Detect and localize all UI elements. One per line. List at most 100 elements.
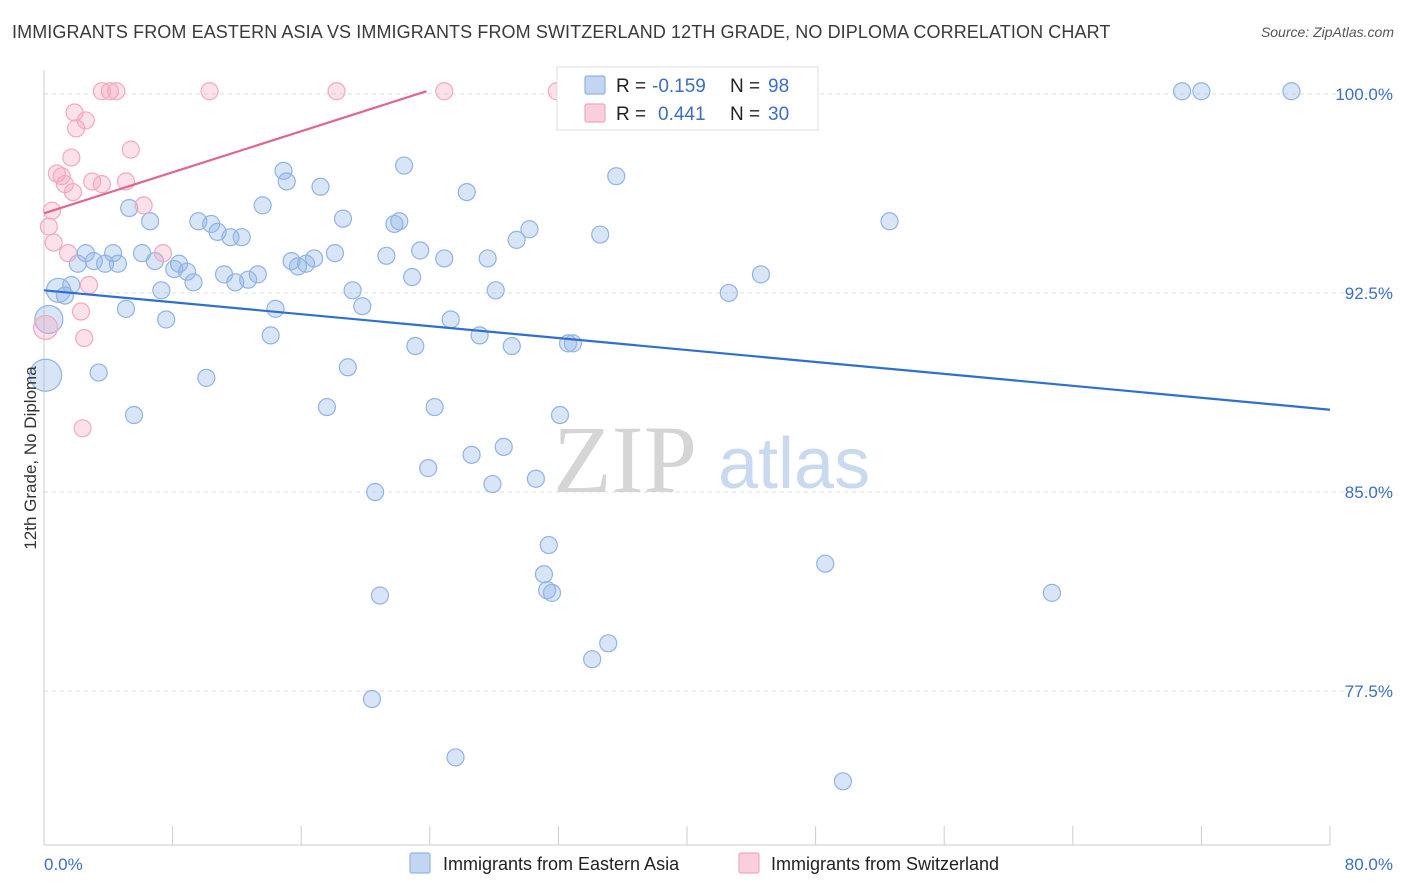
legend-r-label-switzerland: R = xyxy=(616,104,646,125)
legend-r-label-eastern-asia: R = xyxy=(616,76,646,97)
legend-r-value-switzerland: 0.441 xyxy=(658,104,706,125)
eastern-asia-point-82 xyxy=(563,334,582,353)
eastern-asia-point-74 xyxy=(520,220,539,239)
eastern-asia-point-18 xyxy=(152,281,171,300)
watermark: ZIP atlas xyxy=(553,406,870,513)
y-tick-labels: 77.5% 85.0% 92.5% 100.0% xyxy=(1335,85,1393,701)
eastern-asia-point-72 xyxy=(502,336,521,356)
eastern-asia-point-32 xyxy=(239,270,258,289)
eastern-asia-point-59 xyxy=(411,241,430,260)
eastern-asia-point-71 xyxy=(494,437,513,456)
eastern-asia-point-23 xyxy=(184,273,203,292)
eastern-asia-point-52 xyxy=(362,689,382,709)
eastern-asia-point-50 xyxy=(366,482,385,502)
switzerland-point-12 xyxy=(71,302,91,321)
eastern-asia-point-85 xyxy=(599,634,618,653)
eastern-asia-point-84 xyxy=(591,225,610,244)
y-tick-label-0: 77.5% xyxy=(1345,682,1393,701)
y-tick-label-2: 92.5% xyxy=(1345,284,1393,303)
eastern-asia-point-53 xyxy=(377,246,396,265)
eastern-asia-point-49 xyxy=(353,297,372,316)
eastern-asia-point-93 xyxy=(880,212,899,231)
eastern-asia-point-4 xyxy=(62,275,81,295)
eastern-asia-point-8 xyxy=(89,363,108,382)
eastern-asia-point-83 xyxy=(583,650,602,669)
legend-n-label-switzerland: N = xyxy=(730,104,760,125)
watermark-zip: ZIP xyxy=(553,406,697,513)
switzerland-point-8 xyxy=(62,148,81,167)
eastern-asia-point-56 xyxy=(394,156,414,175)
axes xyxy=(43,70,1331,846)
eastern-asia-point-43 xyxy=(311,177,330,196)
legend-swatch-switzerland xyxy=(584,103,606,123)
switzerland-point-7 xyxy=(59,244,78,263)
eastern-asia-point-62 xyxy=(435,249,454,268)
eastern-asia-point-86 xyxy=(607,167,626,186)
eastern-asia-point-33 xyxy=(248,265,267,284)
eastern-asia-point-64 xyxy=(446,748,465,767)
eastern-asia-point-10 xyxy=(104,244,123,263)
eastern-asia-point-45 xyxy=(325,244,345,263)
eastern-asia-point-22 xyxy=(177,262,197,281)
watermark-atlas: atlas xyxy=(718,424,870,504)
eastern-asia-point-25 xyxy=(197,368,216,387)
eastern-asia-point-0 xyxy=(29,358,63,392)
switzerland-point-1 xyxy=(39,217,58,236)
eastern-asia-point-60 xyxy=(419,459,438,478)
eastern-asia-point-44 xyxy=(317,397,337,417)
y-tick-label-3: 100.0% xyxy=(1335,85,1393,104)
x-tick-label-min: 0.0% xyxy=(44,855,83,874)
switzerland-point-26 xyxy=(200,82,219,101)
chart-title: IMMIGRANTS FROM EASTERN ASIA VS IMMIGRAN… xyxy=(12,22,1111,42)
switzerland-point-0 xyxy=(33,314,59,341)
eastern-asia-point-94 xyxy=(1042,583,1062,602)
y-axis-title: 12th Grade, No Diploma xyxy=(21,366,40,550)
switzerland-point-15 xyxy=(76,111,95,130)
eastern-asia-point-69 xyxy=(483,474,502,494)
switzerland-point-24 xyxy=(134,196,153,215)
eastern-asia-point-55 xyxy=(390,212,409,231)
series-legend-swatch-eastern-asia xyxy=(409,852,431,874)
eastern-asia-point-77 xyxy=(539,535,558,555)
x-tick-labels: 0.0% 80.0% xyxy=(44,855,1393,874)
trend-line-eastern-asia xyxy=(43,289,1331,411)
eastern-asia-point-97 xyxy=(1192,82,1211,101)
switzerland-point-18 xyxy=(92,175,111,194)
eastern-asia-point-48 xyxy=(343,281,362,300)
eastern-asia-point-90 xyxy=(751,265,771,284)
eastern-asia-point-12 xyxy=(116,299,136,318)
eastern-asia-point-75 xyxy=(526,469,545,488)
eastern-asia-point-70 xyxy=(486,281,505,300)
eastern-asia-point-78 xyxy=(538,581,557,600)
eastern-asia-point-16 xyxy=(140,212,160,231)
grid-lines xyxy=(44,93,1392,692)
eastern-asia-point-11 xyxy=(108,254,128,273)
x-tick-label-max: 80.0% xyxy=(1345,855,1393,874)
eastern-asia-point-63 xyxy=(441,310,460,329)
switzerland-point-13 xyxy=(73,419,92,438)
series-legend-swatch-switzerland xyxy=(738,852,760,874)
eastern-asia-point-76 xyxy=(534,565,554,584)
eastern-asia-point-35 xyxy=(261,326,280,345)
eastern-asia-point-95 xyxy=(1173,82,1192,101)
switzerland-point-14 xyxy=(75,328,94,348)
switzerland-point-28 xyxy=(435,82,454,101)
eastern-asia-point-54 xyxy=(385,214,404,234)
switzerland-point-21 xyxy=(107,82,126,101)
switzerland-point-27 xyxy=(327,82,346,101)
eastern-asia-point-92 xyxy=(833,772,853,791)
switzerland-point-20 xyxy=(100,82,120,101)
eastern-asia-point-61 xyxy=(425,397,444,417)
eastern-asia-point-66 xyxy=(462,445,481,464)
eastern-asia-point-14 xyxy=(124,405,144,425)
eastern-asia-point-68 xyxy=(478,249,497,268)
switzerland-point-25 xyxy=(153,244,173,263)
eastern-asia-point-80 xyxy=(550,405,570,425)
trend-lines xyxy=(43,90,1331,411)
eastern-asia-point-79 xyxy=(542,583,562,602)
eastern-asia-point-57 xyxy=(403,267,422,287)
legend-n-value-switzerland: 30 xyxy=(768,104,789,125)
eastern-asia-point-38 xyxy=(277,172,296,191)
eastern-asia-point-37 xyxy=(274,161,293,180)
legend-n-label-eastern-asia: N = xyxy=(730,76,760,97)
